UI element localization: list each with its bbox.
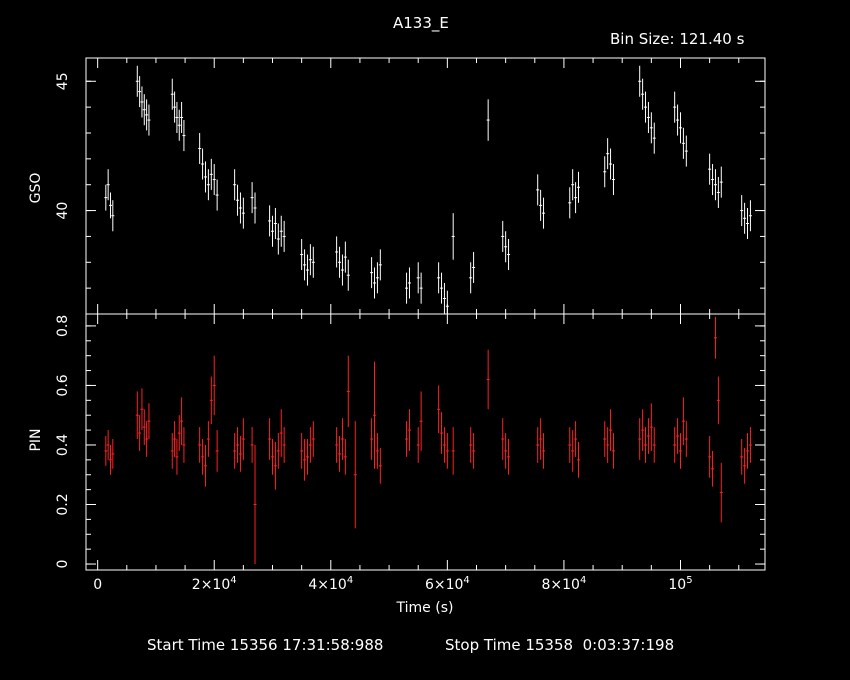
bin-size-label: Bin Size: 121.40 s: [610, 30, 745, 48]
pin-axis-label: PIN: [28, 428, 44, 451]
y-tick-label: 0: [55, 560, 71, 569]
data-points: [104, 316, 752, 565]
gso-panel: 40 45: [55, 57, 766, 315]
chart-title: A133_E: [393, 14, 449, 32]
x-tick-label: 105: [668, 575, 692, 593]
pin-panel: 0 0.2 0.4 0.6 0.8 0 2×104 4×104 6×104 8×104 105: [55, 313, 766, 593]
data-points: [104, 65, 752, 314]
x-axis-label: Time (s): [396, 600, 454, 616]
start-time: Start Time 15356 17:31:58:988: [147, 636, 384, 654]
x-tick-label: 4×104: [308, 575, 353, 593]
y-tick-label: 0.8: [55, 315, 71, 337]
x-tick-label: 6×104: [425, 575, 470, 593]
x-tick-label: 2×104: [192, 575, 237, 593]
gso-axis-label: GSO: [28, 173, 44, 204]
x-tick-label: 0: [93, 577, 102, 593]
plot-frame: [85, 313, 766, 571]
plot-frame: [85, 57, 766, 315]
y-tick-label: 0.2: [55, 493, 71, 515]
y-tick-label: 45: [55, 72, 71, 90]
x-tick-label: 8×104: [542, 575, 587, 593]
stop-time: Stop Time 15358 0:03:37:198: [445, 636, 675, 654]
y-tick-label: 0.4: [55, 434, 71, 456]
y-tick-label: 40: [55, 202, 71, 220]
y-tick-label: 0.6: [55, 374, 71, 396]
